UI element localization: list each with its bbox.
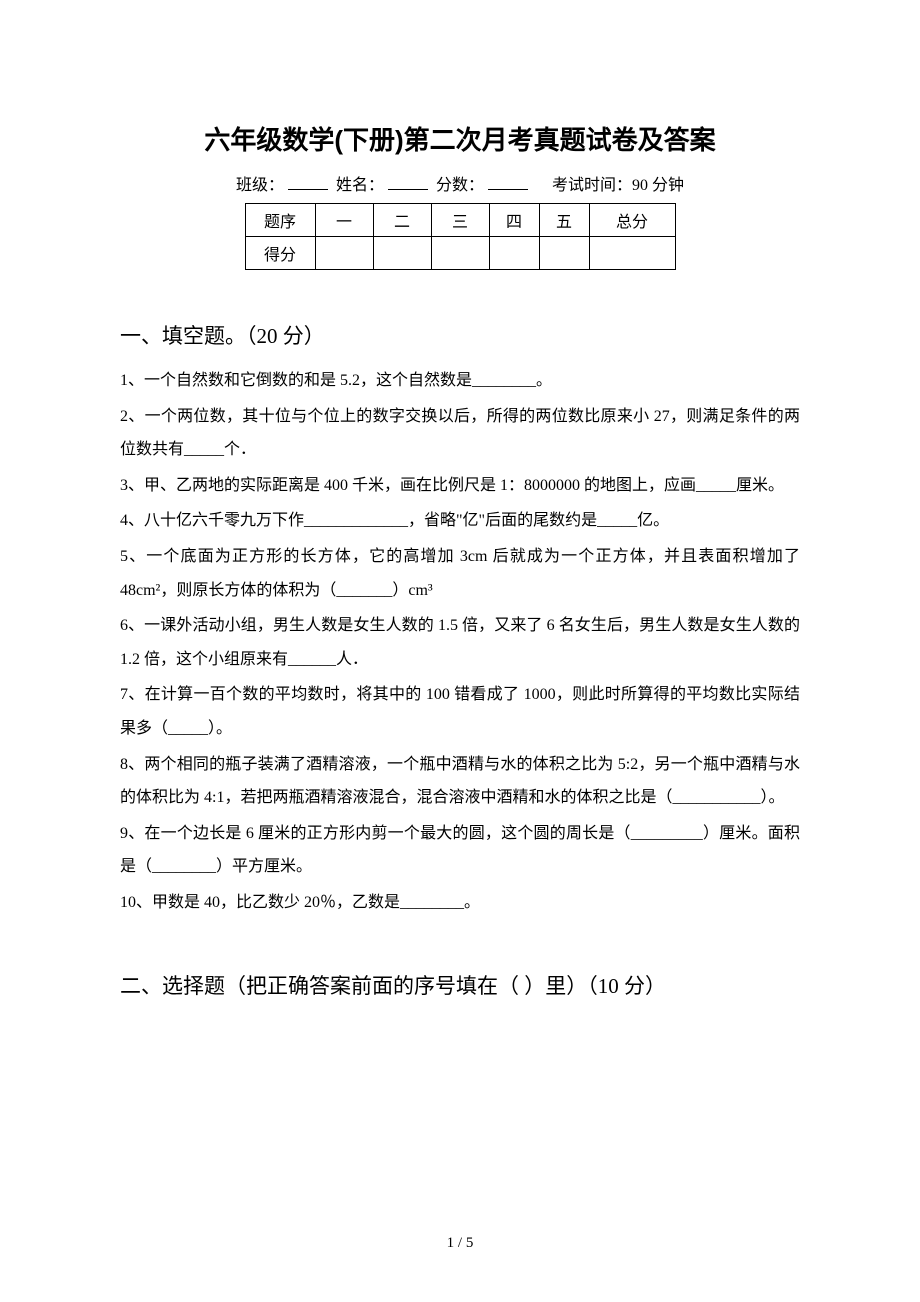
table-cell — [589, 237, 675, 270]
table-header: 题序 — [245, 204, 315, 237]
table-cell — [489, 237, 539, 270]
table-row: 得分 — [245, 237, 675, 270]
question-6: 6、一课外活动小组，男生人数是女生人数的 1.5 倍，又来了 6 名女生后，男生… — [120, 609, 800, 676]
table-header: 五 — [539, 204, 589, 237]
class-blank — [288, 174, 328, 190]
name-blank — [388, 174, 428, 190]
table-cell — [373, 237, 431, 270]
table-header: 二 — [373, 204, 431, 237]
question-1: 1、一个自然数和它倒数的和是 5.2，这个自然数是________。 — [120, 364, 800, 398]
question-4: 4、八十亿六千零九万下作_____________，省略"亿"后面的尾数约是__… — [120, 504, 800, 538]
page-footer: 1 / 5 — [0, 1235, 920, 1252]
table-cell — [315, 237, 373, 270]
name-label: 姓名： — [336, 177, 384, 194]
question-5: 5、一个底面为正方形的长方体，它的高增加 3cm 后就成为一个正方体，并且表面积… — [120, 540, 800, 607]
score-label: 分数： — [436, 177, 484, 194]
section1-heading: 一、填空题。（20 分） — [120, 320, 800, 350]
table-header: 三 — [431, 204, 489, 237]
table-row: 题序 一 二 三 四 五 总分 — [245, 204, 675, 237]
class-label: 班级： — [236, 177, 284, 194]
table-cell — [431, 237, 489, 270]
table-cell — [539, 237, 589, 270]
score-table: 题序 一 二 三 四 五 总分 得分 — [245, 203, 676, 270]
score-blank — [488, 174, 528, 190]
table-header: 总分 — [589, 204, 675, 237]
table-cell: 得分 — [245, 237, 315, 270]
table-header: 四 — [489, 204, 539, 237]
question-10: 10、甲数是 40，比乙数少 20％，乙数是________。 — [120, 886, 800, 920]
question-7: 7、在计算一百个数的平均数时，将其中的 100 错看成了 1000，则此时所算得… — [120, 678, 800, 745]
question-8: 8、两个相同的瓶子装满了酒精溶液，一个瓶中酒精与水的体积之比为 5:2，另一个瓶… — [120, 748, 800, 815]
page-title: 六年级数学(下册)第二次月考真题试卷及答案 — [120, 120, 800, 157]
table-header: 一 — [315, 204, 373, 237]
question-3: 3、甲、乙两地的实际距离是 400 千米，画在比例尺是 1：8000000 的地… — [120, 469, 800, 503]
time-label: 考试时间：90 分钟 — [552, 177, 684, 194]
meta-line: 班级： 姓名： 分数： 考试时间：90 分钟 — [120, 171, 800, 195]
section2-heading: 二、选择题（把正确答案前面的序号填在（ ）里）（10 分） — [120, 970, 800, 1000]
question-2: 2、一个两位数，其十位与个位上的数字交换以后，所得的两位数比原来小 27，则满足… — [120, 400, 800, 467]
question-9: 9、在一个边长是 6 厘米的正方形内剪一个最大的圆，这个圆的周长是（______… — [120, 817, 800, 884]
